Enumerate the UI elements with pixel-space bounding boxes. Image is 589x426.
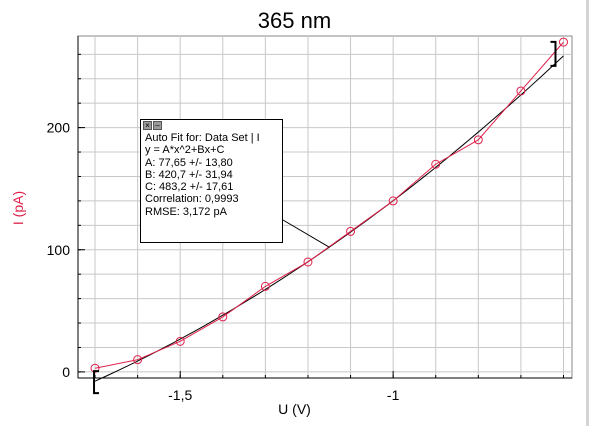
fit-box-line: A: 77,65 +/- 13,80 (145, 156, 233, 169)
fit-box-line: RMSE: 3,172 pA (145, 205, 227, 218)
fit-box-line: C: 483,2 +/- 17,61 (145, 181, 234, 194)
fit-box-header: × – (141, 120, 282, 132)
data-point (516, 86, 526, 96)
fit-box-line: y = A*x^2+Bx+C (145, 144, 225, 157)
data-point (473, 135, 483, 145)
chart-title: 365 nm (257, 8, 332, 33)
scrollbar-edge[interactable] (586, 0, 589, 426)
data-point (218, 312, 228, 322)
close-icon[interactable]: × (143, 121, 152, 130)
fit-box-line: Auto Fit for: Data Set | I (145, 132, 260, 144)
y-axis-label: I (pA) (10, 190, 26, 226)
data-point (175, 336, 185, 346)
x-tick-label: -1 (387, 387, 400, 403)
data-point (260, 281, 270, 291)
data-point (431, 159, 441, 169)
data-point (388, 196, 398, 206)
x-tick-label: -1,5 (168, 387, 192, 403)
data-point (558, 37, 568, 47)
fit-box-leader-line (282, 219, 330, 248)
data-point (303, 257, 313, 267)
data-point (133, 355, 143, 365)
curve-fit-info-box[interactable]: × – Auto Fit for: Data Set | I y = A*x^2… (140, 119, 283, 243)
fit-box-line: Correlation: 0,9993 (145, 193, 239, 206)
fit-range-right-bracket (550, 40, 557, 67)
x-axis-label: U (V) (278, 401, 311, 417)
y-tick-label: 0 (62, 364, 70, 380)
y-tick-label: 200 (47, 120, 71, 136)
fit-range-left-bracket (93, 370, 100, 395)
fit-box-line: B: 420,7 +/- 31,94 (145, 168, 233, 181)
minimize-icon[interactable]: – (153, 121, 162, 130)
data-point (346, 226, 356, 236)
y-tick-label: 100 (47, 242, 71, 258)
